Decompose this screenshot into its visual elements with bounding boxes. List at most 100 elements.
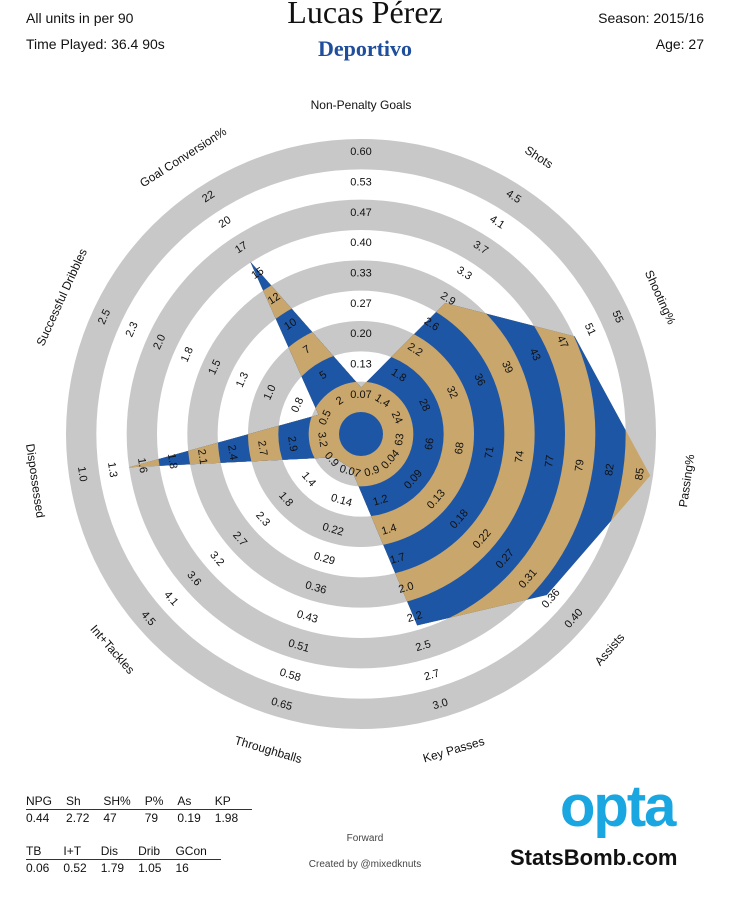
tick-label: 74 [513, 450, 527, 464]
tick-label: 10 [282, 316, 299, 333]
statsbomb-brand: StatsBomb.com [510, 845, 678, 870]
tick-label: 1.2 [372, 493, 390, 509]
tick-label: 20 [217, 214, 234, 231]
units-note: All units in per 90 [26, 10, 134, 26]
tick-label: 0.27 [350, 298, 371, 310]
stats-header-cell: P% [144, 793, 178, 810]
stats-table-1: NPG Sh SH% P% As KP 0.44 2.72 47 79 0.19 1.98 [26, 793, 253, 826]
tick-label: 2.4 [225, 444, 239, 461]
polygon-center [339, 412, 383, 456]
stats-header-cell: TB [26, 843, 64, 860]
axis-label: Shooting% [642, 268, 679, 327]
tick-label: 2.7 [423, 667, 441, 683]
tick-label: 0.51 [287, 637, 311, 655]
axis-label: Dispossessed [23, 443, 48, 519]
tick-label: 36 [471, 372, 487, 388]
team-name: Deportivo [317, 36, 413, 61]
tick-label: 85 [633, 467, 647, 481]
tick-label: 0.40 [350, 237, 371, 249]
tick-label: 1.3 [234, 370, 251, 389]
tick-label: 0.60 [350, 146, 371, 158]
tick-label: 55 [609, 309, 625, 325]
tick-label: 0.14 [329, 492, 353, 510]
tick-label: 28 [416, 397, 432, 413]
tick-label: 2.0 [397, 580, 415, 596]
opta-logo-text: opta [560, 778, 677, 838]
tick-label: 1.5 [206, 358, 223, 377]
stats-value-cell: 0.52 [63, 861, 87, 875]
axis-label: Passing% [676, 453, 698, 508]
stats-header-cell: KP [214, 793, 253, 810]
tick-label: 0.07 [338, 463, 362, 481]
player-name: Lucas Pérez [287, 0, 443, 30]
axis-label: Shots [522, 143, 555, 171]
tick-label: 0.22 [321, 521, 345, 539]
tick-label: 47 [554, 334, 570, 350]
tick-label: 32 [444, 384, 460, 400]
stats-value-cell: 0.44 [26, 811, 50, 825]
axis-label: Int+Tackles [87, 622, 137, 677]
stats-header-cell: NPG [26, 793, 67, 810]
tick-label: 7 [301, 343, 313, 356]
tick-label: 0.8 [289, 396, 306, 415]
stats-value-cell: 1.98 [214, 811, 239, 825]
tick-label: 63 [393, 433, 407, 447]
tick-label: 2.7 [255, 440, 269, 457]
stats-value-cell: 47 [103, 811, 117, 825]
tick-label: 12 [266, 291, 283, 308]
tick-label: 0.20 [350, 328, 371, 340]
tick-label: 43 [527, 347, 543, 363]
tick-label: 1.8 [179, 345, 196, 364]
stats-value-cell: 16 [175, 861, 189, 875]
time-played: Time Played: 36.4 90s [26, 36, 165, 52]
tick-label: 17 [233, 240, 250, 257]
tick-label: 0.29 [312, 550, 336, 568]
tick-label: 1.0 [75, 466, 89, 483]
stats-value-cell: 0.06 [26, 861, 50, 875]
tick-label: 2.5 [414, 638, 432, 654]
stats-value-cell: 79 [144, 811, 159, 825]
tick-label: 2.3 [124, 320, 141, 339]
tick-label: 3.2 [315, 431, 329, 448]
tick-label: 2.1 [195, 448, 209, 465]
tick-label: 39 [499, 359, 515, 375]
tick-label: 0.47 [350, 207, 371, 219]
stats-value-cell: 1.79 [100, 861, 125, 875]
tick-label: 3.0 [431, 696, 449, 712]
credit-label: Created by @mixedknuts [308, 859, 422, 870]
tick-label: 71 [483, 446, 497, 460]
age: Age: 27 [655, 36, 704, 52]
axis-label: Successful Dribbles [33, 246, 89, 348]
stats-table-2: TB I+T Dis Drib GCon 0.06 0.52 1.79 1.05 16 [26, 843, 221, 876]
season: Season: 2015/16 [598, 10, 704, 26]
tick-label: 1.7 [389, 551, 407, 567]
tick-label: 2.0 [151, 333, 168, 352]
stats-value-cell: 2.72 [66, 811, 90, 825]
tick-label: 1.3 [105, 461, 119, 478]
tick-label: 0.07 [350, 389, 371, 401]
tick-label: 2 [334, 394, 346, 407]
tick-label: 22 [200, 189, 217, 206]
tick-label: 79 [573, 459, 587, 473]
stats-header-cell: As [177, 793, 215, 810]
tick-label: 0.65 [270, 696, 294, 714]
tick-label: 2.9 [285, 435, 299, 452]
tick-label: 24 [389, 410, 405, 426]
axis-label: Assists [592, 630, 627, 668]
tick-label: 68 [453, 441, 467, 455]
tick-label: 0.5 [317, 408, 334, 427]
tick-label: 1.0 [262, 383, 279, 402]
stats-header-cell: SH% [103, 793, 145, 810]
stats-header-cell: I+T [63, 843, 101, 860]
stats-header-cell: Drib [138, 843, 176, 860]
tick-label: 5 [318, 369, 330, 382]
axis-label: Non-Penalty Goals [311, 98, 412, 112]
position-label: Forward [346, 833, 384, 844]
tick-label: 1.4 [380, 522, 398, 538]
tick-label: 0.13 [350, 359, 371, 371]
tick-label: 0.36 [304, 579, 328, 597]
tick-label: 51 [582, 321, 598, 337]
tick-label: 15 [249, 265, 266, 282]
tick-label: 77 [543, 454, 557, 468]
